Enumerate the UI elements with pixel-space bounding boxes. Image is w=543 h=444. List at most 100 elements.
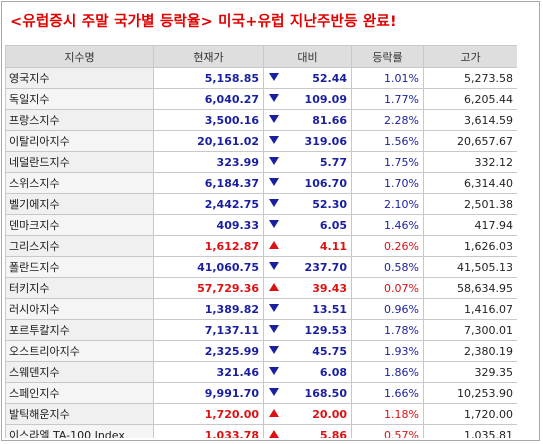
table-row: 스위스지수 6,184.37 106.70 1.70% 6,314.40 <box>5 172 517 194</box>
table-row: 스웨덴지수 321.46 6.08 1.86% 329.35 <box>5 361 517 383</box>
cell-current-price: 323.99 <box>153 151 264 173</box>
change-value: 5.86 <box>319 428 347 439</box>
cell-high: 7,300.01 <box>423 319 517 341</box>
cell-current-price: 1,612.87 <box>153 235 264 257</box>
change-value: 129.53 <box>304 323 347 337</box>
cell-index-name: 이탈리아지수 <box>5 130 154 152</box>
column-header-price: 현재가 <box>153 45 264 68</box>
page-title: <유럽증시 주말 국가별 등락율> 미국+유럽 지난주반등 완료! <box>10 14 397 30</box>
cell-index-name: 오스트리아지수 <box>5 340 154 362</box>
table-row: 이스라엘 TA-100 Index 1,033.78 5.86 0.57% 1,035.… <box>5 424 517 439</box>
cell-change-rate: 0.96% <box>351 298 424 320</box>
table-header-row: 지수명 현재가 대비 등락률 고가 <box>5 45 517 68</box>
cell-change: 6.05 <box>263 214 352 236</box>
cell-change: 39.43 <box>263 277 352 299</box>
change-value: 81.66 <box>312 113 347 127</box>
cell-high: 41,505.13 <box>423 256 517 278</box>
table-row: 독일지수 6,040.27 109.09 1.77% 6,205.44 <box>5 88 517 110</box>
change-value: 39.43 <box>312 281 347 295</box>
cell-current-price: 409.33 <box>153 214 264 236</box>
cell-change: 129.53 <box>263 319 352 341</box>
cell-high: 1,626.03 <box>423 235 517 257</box>
cell-change-rate: 1.75% <box>351 151 424 173</box>
change-value: 45.75 <box>312 344 347 358</box>
cell-index-name: 그리스지수 <box>5 235 154 257</box>
cell-change: 81.66 <box>263 109 352 131</box>
table-row: 벨기에지수 2,442.75 52.30 2.10% 2,501.38 <box>5 193 517 215</box>
cell-change: 5.77 <box>263 151 352 173</box>
change-value: 13.51 <box>312 302 347 316</box>
change-value: 20.00 <box>312 407 347 421</box>
cell-index-name: 스위스지수 <box>5 172 154 194</box>
cell-current-price: 20,161.02 <box>153 130 264 152</box>
cell-current-price: 2,325.99 <box>153 340 264 362</box>
table-row: 러시아지수 1,389.82 13.51 0.96% 1,416.07 <box>5 298 517 320</box>
cell-change-rate: 1.86% <box>351 361 424 383</box>
cell-change: 4.11 <box>263 235 352 257</box>
cell-index-name: 독일지수 <box>5 88 154 110</box>
cell-high: 1,416.07 <box>423 298 517 320</box>
cell-high: 2,380.19 <box>423 340 517 362</box>
cell-change: 45.75 <box>263 340 352 362</box>
up-arrow-icon <box>269 409 279 417</box>
cell-change: 52.44 <box>263 67 352 89</box>
table-row: 프랑스지수 3,500.16 81.66 2.28% 3,614.59 <box>5 109 517 131</box>
cell-high: 329.35 <box>423 361 517 383</box>
cell-index-name: 영국지수 <box>5 67 154 89</box>
cell-high: 6,314.40 <box>423 172 517 194</box>
cell-index-name: 폴란드지수 <box>5 256 154 278</box>
cell-index-name: 벨기에지수 <box>5 193 154 215</box>
cell-change: 52.30 <box>263 193 352 215</box>
column-header-rate: 등락률 <box>351 45 424 68</box>
cell-index-name: 스페인지수 <box>5 382 154 404</box>
down-arrow-icon <box>269 304 279 312</box>
change-value: 6.08 <box>319 365 347 379</box>
cell-change-rate: 1.56% <box>351 130 424 152</box>
down-arrow-icon <box>269 157 279 165</box>
change-value: 109.09 <box>304 92 347 106</box>
cell-change-rate: 2.28% <box>351 109 424 131</box>
table-row: 스페인지수 9,991.70 168.50 1.66% 10,253.90 <box>5 382 517 404</box>
table-row: 덴마크지수 409.33 6.05 1.46% 417.94 <box>5 214 517 236</box>
cell-change: 237.70 <box>263 256 352 278</box>
table-row: 그리스지수 1,612.87 4.11 0.26% 1,626.03 <box>5 235 517 257</box>
down-arrow-icon <box>269 325 279 333</box>
table-row: 오스트리아지수 2,325.99 45.75 1.93% 2,380.19 <box>5 340 517 362</box>
up-arrow-icon <box>269 241 279 249</box>
cell-high: 6,205.44 <box>423 88 517 110</box>
table-row: 영국지수 5,158.85 52.44 1.01% 5,273.58 <box>5 67 517 89</box>
cell-change: 319.06 <box>263 130 352 152</box>
cell-change-rate: 1.01% <box>351 67 424 89</box>
cell-change-rate: 1.66% <box>351 382 424 404</box>
column-header-change: 대비 <box>263 45 352 68</box>
index-table: 지수명 현재가 대비 등락률 고가 영국지수 5,158.85 52.44 1.01%… <box>5 45 517 438</box>
table-row: 터키지수 57,729.36 39.43 0.07% 58,634.95 <box>5 277 517 299</box>
cell-change-rate: 1.46% <box>351 214 424 236</box>
column-header-high: 고가 <box>423 45 517 68</box>
cell-change-rate: 1.77% <box>351 88 424 110</box>
change-value: 106.70 <box>304 176 347 190</box>
cell-current-price: 41,060.75 <box>153 256 264 278</box>
table-row: 이탈리아지수 20,161.02 319.06 1.56% 20,657.67 <box>5 130 517 152</box>
cell-change: 168.50 <box>263 382 352 404</box>
cell-index-name: 러시아지수 <box>5 298 154 320</box>
table-row: 발틱해운지수 1,720.00 20.00 1.18% 1,720.00 <box>5 403 517 425</box>
down-arrow-icon <box>269 220 279 228</box>
cell-high: 1,035.81 <box>423 424 517 438</box>
cell-change-rate: 2.10% <box>351 193 424 215</box>
down-arrow-icon <box>269 178 279 186</box>
cell-high: 20,657.67 <box>423 130 517 152</box>
table-row: 네덜란드지수 323.99 5.77 1.75% 332.12 <box>5 151 517 173</box>
cell-index-name: 발틱해운지수 <box>5 403 154 425</box>
table-row: 포르투칼지수 7,137.11 129.53 1.78% 7,300.01 <box>5 319 517 341</box>
cell-change-rate: 0.07% <box>351 277 424 299</box>
down-arrow-icon <box>269 94 279 102</box>
down-arrow-icon <box>269 262 279 270</box>
cell-current-price: 321.46 <box>153 361 264 383</box>
cell-high: 417.94 <box>423 214 517 236</box>
cell-change-rate: 1.78% <box>351 319 424 341</box>
cell-current-price: 9,991.70 <box>153 382 264 404</box>
change-value: 6.05 <box>319 218 347 232</box>
table-row: 폴란드지수 41,060.75 237.70 0.58% 41,505.13 <box>5 256 517 278</box>
down-arrow-icon <box>269 115 279 123</box>
